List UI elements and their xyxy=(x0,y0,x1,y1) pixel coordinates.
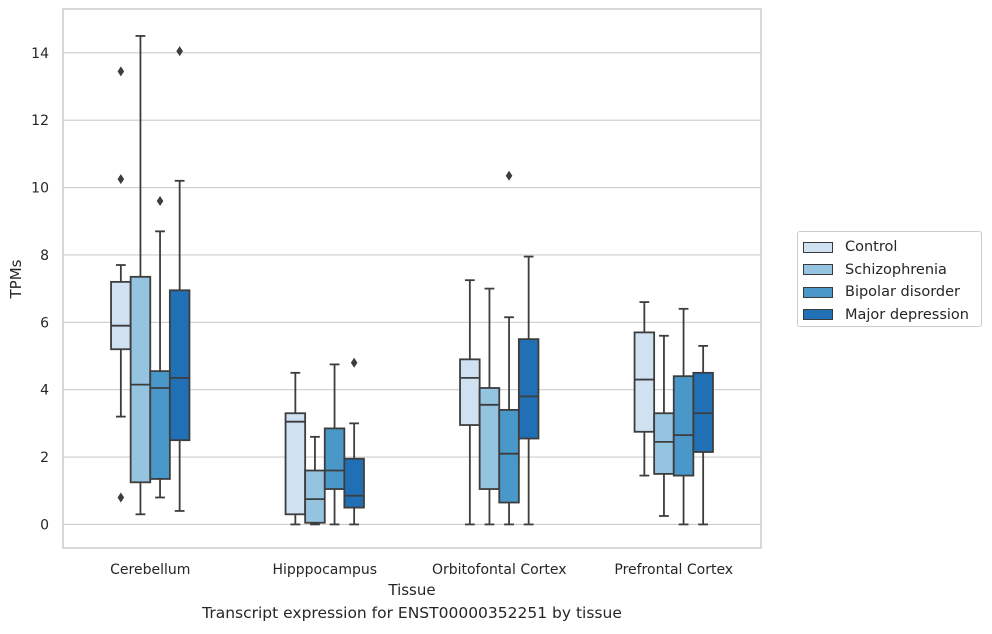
y-tick-label: 10 xyxy=(31,181,49,197)
y-tick-labels: 0 2 4 6 8 10 12 14 xyxy=(31,46,49,534)
y-tick-label: 2 xyxy=(40,450,49,466)
x-axis-label: Tissue xyxy=(387,581,435,599)
x-tick-label: Hipppocampus xyxy=(272,562,377,578)
iqr-box xyxy=(653,412,675,475)
legend-swatch xyxy=(803,264,833,276)
legend-item-control: Control xyxy=(803,236,981,259)
iqr-box xyxy=(672,375,695,477)
plot-frame xyxy=(62,8,762,549)
box-bipolar-disorder xyxy=(149,196,171,499)
box-major-depression xyxy=(517,255,540,526)
outlier-point xyxy=(350,357,358,368)
y-tick-label: 6 xyxy=(40,315,49,331)
iqr-box xyxy=(168,289,191,442)
x-tick-label: Prefrontal Cortex xyxy=(614,562,733,578)
iqr-box xyxy=(323,427,346,490)
iqr-box xyxy=(633,331,656,433)
x-tick-label: Orbitofontal Cortex xyxy=(432,562,567,578)
y-tick-label: 8 xyxy=(40,248,49,264)
legend-swatch xyxy=(803,241,833,253)
iqr-box xyxy=(459,358,481,426)
legend-label: Bipolar disorder xyxy=(845,284,960,301)
box-schizophrenia xyxy=(478,287,501,526)
box-major-depression xyxy=(692,344,714,526)
box-control xyxy=(459,279,481,526)
outlier-point xyxy=(117,66,125,77)
iqr-box xyxy=(284,412,307,516)
legend-swatch xyxy=(803,286,833,298)
legend: Control Schizophrenia Bipolar disorder M… xyxy=(797,231,982,327)
box-control xyxy=(284,371,307,526)
legend-item-bipolar-disorder: Bipolar disorder xyxy=(803,281,981,304)
y-tick-label: 14 xyxy=(31,46,49,62)
box-major-depression xyxy=(343,357,365,526)
box-bipolar-disorder xyxy=(323,363,346,526)
box-schizophrenia xyxy=(129,35,152,516)
legend-swatch xyxy=(803,309,833,321)
legend-item-major-depression: Major depression xyxy=(803,304,981,327)
outlier-point xyxy=(117,492,125,503)
y-tick-label: 12 xyxy=(31,113,49,129)
box-major-depression xyxy=(168,46,191,512)
box-control xyxy=(110,66,132,503)
box-series xyxy=(110,35,714,526)
box-schizophrenia xyxy=(304,435,326,526)
box-control xyxy=(633,301,656,477)
iqr-box xyxy=(129,275,152,484)
y-axis-label: TPMs xyxy=(7,259,25,299)
outlier-point xyxy=(176,46,183,57)
box-bipolar-disorder xyxy=(498,170,520,526)
x-tick-labels: Cerebellum Hipppocampus Orbitofontal Corte… xyxy=(110,562,733,578)
iqr-box xyxy=(517,338,540,440)
legend-item-schizophrenia: Schizophrenia xyxy=(803,259,981,282)
x-tick-label: Cerebellum xyxy=(110,562,190,578)
iqr-box xyxy=(304,469,326,524)
legend-label: Control xyxy=(845,239,898,256)
box-schizophrenia xyxy=(653,334,675,517)
iqr-box xyxy=(110,280,132,351)
outlier-point xyxy=(156,196,164,207)
chart-caption: Transcript expression for ENST0000035225… xyxy=(202,604,622,622)
y-tick-label: 4 xyxy=(40,383,49,399)
iqr-box xyxy=(343,457,365,509)
legend-label: Schizophrenia xyxy=(845,261,947,278)
box-bipolar-disorder xyxy=(672,307,695,526)
y-tick-label: 0 xyxy=(40,517,49,533)
iqr-box xyxy=(478,387,501,490)
legend-label: Major depression xyxy=(845,306,969,323)
iqr-box xyxy=(498,408,520,504)
outlier-point xyxy=(505,170,513,181)
outlier-point xyxy=(117,174,125,185)
